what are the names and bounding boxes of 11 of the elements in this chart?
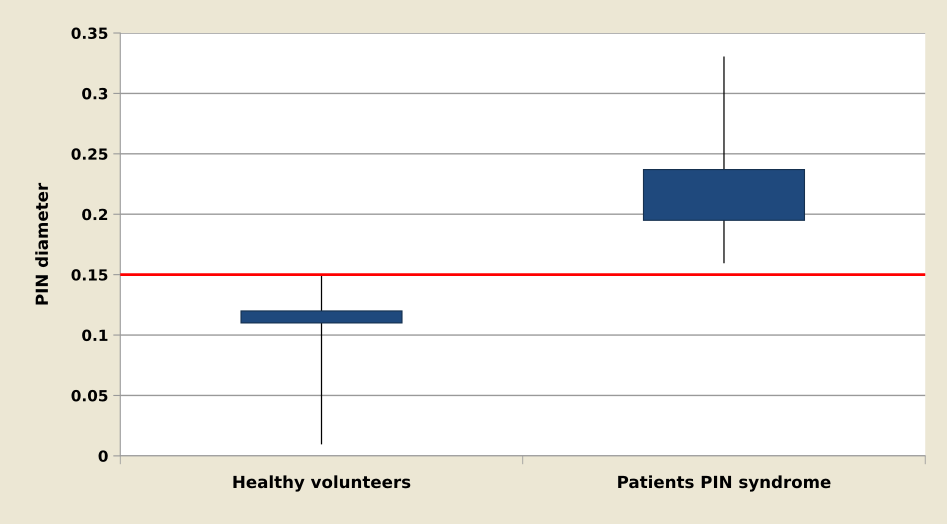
- y-tick-label: 0.05: [72, 390, 108, 402]
- x-tick-label: Healthy volunteers: [233, 475, 410, 492]
- y-tick-label: 0.3: [82, 88, 108, 100]
- y-tick-label: 0.15: [72, 269, 108, 281]
- y-tick-label: 0.2: [82, 208, 108, 220]
- y-axis-title: PIN diameter: [35, 182, 48, 305]
- y-tick-label: 0.25: [72, 148, 108, 160]
- x-tick-label: Patients PIN syndrome: [618, 475, 830, 492]
- y-tick-label: 0.1: [82, 330, 108, 342]
- y-tick-label: 0: [98, 450, 108, 462]
- y-tick-label: 0.35: [72, 27, 108, 40]
